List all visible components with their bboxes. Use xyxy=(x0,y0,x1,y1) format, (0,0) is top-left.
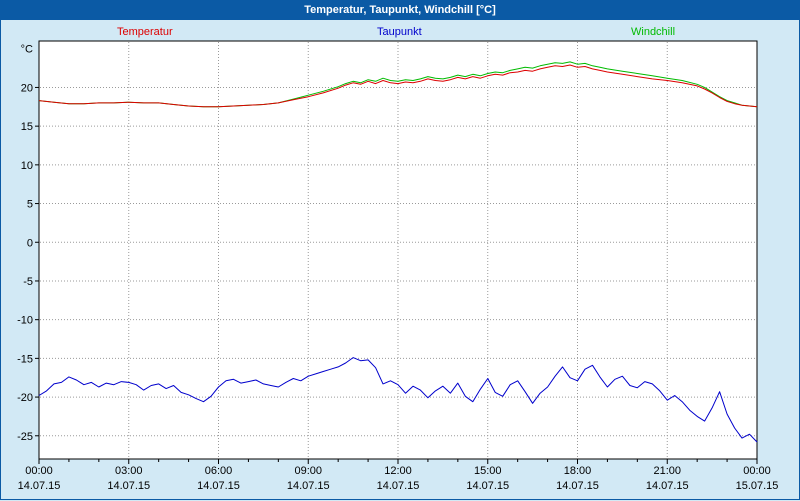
window-titlebar: Temperatur, Taupunkt, Windchill [°C] xyxy=(1,1,799,20)
x-axis-time-label: 18:00 xyxy=(564,465,592,477)
x-axis-date-label: 14.07.15 xyxy=(556,480,599,492)
x-axis-date-label: 14.07.15 xyxy=(466,480,509,492)
legend-windchill: Windchill xyxy=(631,26,676,38)
y-axis-label: 15 xyxy=(21,121,33,133)
x-axis-time-label: 00:00 xyxy=(743,465,771,477)
y-axis-label: -20 xyxy=(17,392,33,404)
y-axis-label: 5 xyxy=(27,199,33,211)
x-axis-date-label: 14.07.15 xyxy=(18,480,61,492)
y-axis-label: -15 xyxy=(17,353,33,365)
legend-temperatur: Temperatur xyxy=(117,26,173,38)
x-axis-date-label: 14.07.15 xyxy=(107,480,150,492)
x-axis-date-label: 14.07.15 xyxy=(377,480,420,492)
y-axis-label: -25 xyxy=(17,431,33,443)
x-axis-time-label: 09:00 xyxy=(294,465,322,477)
x-axis-time-label: 06:00 xyxy=(205,465,233,477)
x-axis-date-label: 15.07.15 xyxy=(736,480,779,492)
x-axis-time-label: 12:00 xyxy=(384,465,412,477)
x-axis-time-label: 00:00 xyxy=(25,465,53,477)
window-title: Temperatur, Taupunkt, Windchill [°C] xyxy=(304,4,496,16)
y-axis-label: 0 xyxy=(27,237,33,249)
y-axis-label: 10 xyxy=(21,160,33,172)
y-axis-unit: °C xyxy=(21,44,33,56)
x-axis-time-label: 03:00 xyxy=(115,465,143,477)
x-axis-date-label: 14.07.15 xyxy=(197,480,240,492)
series-temperatur xyxy=(38,64,758,108)
y-axis-label: -5 xyxy=(23,276,33,288)
y-axis-label: 20 xyxy=(21,82,33,94)
y-axis-label: -10 xyxy=(17,315,33,327)
x-axis-date-label: 14.07.15 xyxy=(287,480,330,492)
x-axis-time-label: 21:00 xyxy=(653,465,681,477)
legend-taupunkt: Taupunkt xyxy=(377,26,422,38)
x-axis-date-label: 14.07.15 xyxy=(646,480,689,492)
x-axis-time-label: 15:00 xyxy=(474,465,502,477)
series-taupunkt xyxy=(38,357,758,443)
